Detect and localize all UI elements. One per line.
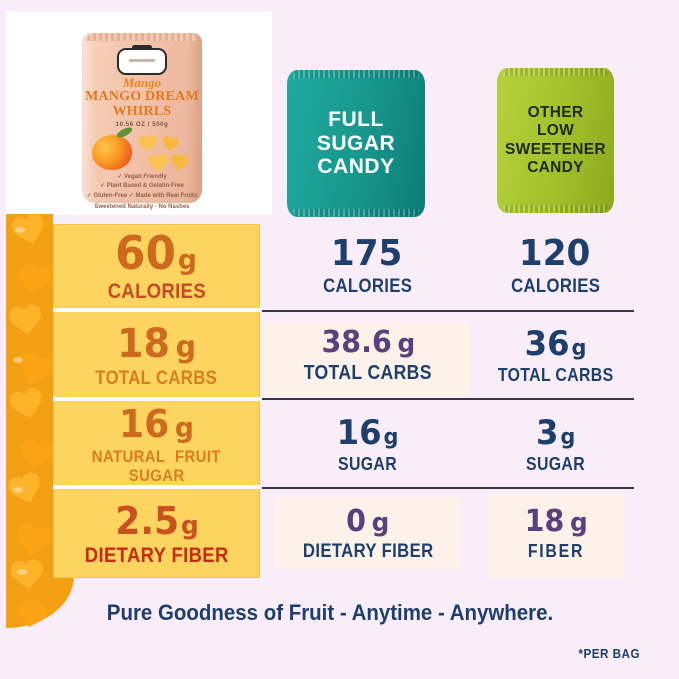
full-sugar-candy-bag: FULL SUGAR CANDY bbox=[287, 70, 425, 217]
highlight-box bbox=[274, 497, 460, 569]
value: 16 bbox=[337, 412, 383, 453]
bag-seal-bottom bbox=[293, 209, 419, 217]
value: 18 bbox=[524, 504, 565, 540]
pouch-net-weight: 10.56 OZ / 500g bbox=[115, 122, 169, 128]
value: 3 bbox=[536, 412, 559, 453]
cell-other-fiber: 18 g FIBER bbox=[470, 491, 642, 578]
unit: g bbox=[571, 336, 587, 362]
pouch-claim: ✓ Vegan Friendly bbox=[117, 174, 167, 180]
brand-badge bbox=[117, 48, 167, 75]
sweetener-candy-bag: OTHER LOW SWEETENER CANDY bbox=[497, 68, 614, 213]
gummy-hearts-strip bbox=[6, 214, 56, 628]
metric-label: SUGAR bbox=[338, 453, 398, 474]
cell-fullsugar-sugar: 16 g SUGAR bbox=[266, 403, 470, 487]
cell-fullsugar-total-carbs: 38.6 g TOTAL CARBS bbox=[266, 314, 470, 399]
value: 120 bbox=[519, 233, 591, 275]
unit: g bbox=[397, 329, 415, 360]
value: 175 bbox=[331, 233, 403, 275]
value: 38.6 bbox=[321, 325, 392, 361]
metric-label: DIETARY FIBER bbox=[84, 543, 229, 567]
bag-seal-top bbox=[503, 68, 608, 76]
cell-hero-total-carbs: 18 g TOTAL CARBS bbox=[53, 314, 260, 399]
mango-pouch: Mango MANGO DREAM WHIRLS 10.56 OZ / 500g… bbox=[82, 33, 202, 210]
cell-other-calories: 120 CALORIES bbox=[470, 224, 642, 310]
value: 36 bbox=[525, 324, 571, 365]
cell-hero-calories: 60 g CALORIES bbox=[53, 224, 260, 310]
metric-label-line2: SUGAR bbox=[128, 466, 185, 485]
highlight-box bbox=[487, 494, 625, 578]
bag-seal-bottom bbox=[503, 205, 608, 213]
panel-divider bbox=[53, 485, 260, 489]
pouch-flavor-name: Mango bbox=[122, 75, 162, 90]
highlight-box bbox=[264, 322, 470, 396]
panel-divider bbox=[53, 308, 260, 312]
unit: g bbox=[569, 508, 588, 539]
pouch-claim: Sweetened Naturally - No Nasties bbox=[94, 203, 190, 210]
pouch-claim: ✓ Plant Based & Gelatin-Free bbox=[100, 183, 184, 190]
bag-text-line: SWEETENER bbox=[505, 140, 606, 158]
bag-text-line: LOW bbox=[536, 122, 575, 140]
value: 60 bbox=[115, 226, 177, 281]
row-divider bbox=[262, 310, 634, 312]
hero-column-panel bbox=[53, 224, 260, 578]
unit: g bbox=[178, 243, 198, 277]
full-sugar-candy-label: FULL SUGAR CANDY bbox=[287, 70, 425, 217]
cell-other-total-carbs: 36 g TOTAL CARBS bbox=[470, 314, 642, 399]
bag-seal-top bbox=[293, 70, 419, 78]
unit: g bbox=[371, 507, 390, 538]
unit: g bbox=[174, 410, 194, 444]
metric-label: SUGAR bbox=[526, 453, 586, 474]
pouch-claims: ✓ Vegan Friendly ✓ Plant Based & Gelatin… bbox=[82, 173, 202, 212]
value: 18 bbox=[117, 320, 170, 367]
metric-label: TOTAL CARBS bbox=[498, 365, 614, 386]
cell-fullsugar-calories: 175 CALORIES bbox=[266, 224, 470, 310]
cell-hero-dietary-fiber: 2.5 g DIETARY FIBER bbox=[53, 491, 260, 578]
unit: g bbox=[180, 510, 199, 541]
brand-badge-mark bbox=[129, 59, 155, 62]
unit: g bbox=[175, 329, 196, 365]
bag-text-line: OTHER bbox=[527, 103, 584, 121]
metric-label: CALORIES bbox=[107, 280, 206, 304]
bag-text-line: SUGAR bbox=[316, 131, 396, 155]
bag-text-line: FULL bbox=[328, 108, 384, 132]
value: 0 bbox=[346, 503, 367, 539]
tagline: Pure Goodness of Fruit - Anytime - Anywh… bbox=[106, 600, 554, 625]
metric-label: TOTAL CARBS bbox=[303, 362, 433, 385]
mango-icon bbox=[92, 135, 132, 170]
panel-divider bbox=[53, 397, 260, 401]
row-divider bbox=[262, 487, 634, 489]
pouch-title-line2: WHIRLS bbox=[112, 104, 172, 119]
metric-label: CALORIES bbox=[323, 276, 413, 298]
metric-label: NATURAL FRUIT bbox=[92, 446, 221, 466]
pouch-claim: ✓ Gluten-Free ✓ Made with Real Fruits bbox=[86, 192, 198, 199]
metric-label: FIBER bbox=[527, 541, 585, 562]
bag-text-line: CANDY bbox=[527, 158, 584, 176]
gummy-hearts-icon bbox=[138, 133, 190, 173]
unit: g bbox=[560, 424, 576, 450]
cell-hero-sugar: 16 g NATURAL FRUIT SUGAR bbox=[53, 403, 260, 487]
metric-label: CALORIES bbox=[511, 276, 601, 298]
value: 16 bbox=[119, 401, 170, 446]
value: 2.5 bbox=[114, 498, 179, 543]
row-divider bbox=[262, 398, 634, 400]
per-bag-note: *PER BAG bbox=[578, 646, 640, 661]
pouch-crimp-seal bbox=[87, 33, 197, 41]
unit: g bbox=[383, 424, 399, 450]
bag-text-line: CANDY bbox=[317, 155, 395, 179]
metric-label: TOTAL CARBS bbox=[95, 367, 218, 389]
metric-label: DIETARY FIBER bbox=[302, 540, 434, 562]
sweetener-candy-label: OTHER LOW SWEETENER CANDY bbox=[497, 68, 614, 213]
pouch-title-line1: MANGO DREAM bbox=[85, 89, 199, 104]
